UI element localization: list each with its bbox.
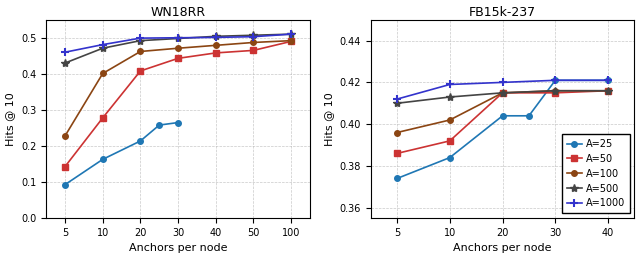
Line: A=25: A=25 [394, 77, 611, 181]
A=500 [604, 89, 612, 92]
A=500 [61, 61, 69, 64]
A=500 [174, 37, 182, 40]
A=100 [61, 134, 69, 138]
Line: A=25: A=25 [62, 120, 181, 188]
Line: A=1000: A=1000 [393, 76, 612, 103]
A=100 [604, 89, 612, 92]
A=1000 [552, 79, 559, 82]
A=50 [499, 91, 506, 94]
Line: A=50: A=50 [394, 88, 611, 156]
A=25 [499, 114, 506, 117]
A=50 [174, 57, 182, 60]
Title: FB15k-237: FB15k-237 [469, 5, 536, 19]
A=500 [212, 35, 220, 38]
A=100 [212, 44, 220, 47]
A=50 [446, 139, 454, 142]
Line: A=100: A=100 [394, 88, 611, 135]
A=1000 [61, 51, 69, 54]
Line: A=500: A=500 [393, 87, 612, 107]
A=500 [499, 91, 506, 94]
A=50 [136, 69, 144, 73]
A=1000 [136, 37, 144, 40]
A=25 [174, 121, 182, 124]
A=50 [212, 51, 220, 54]
Legend: A=25, A=50, A=100, A=500, A=1000: A=25, A=50, A=100, A=500, A=1000 [562, 134, 630, 213]
A=50 [287, 40, 295, 43]
A=25 [446, 156, 454, 159]
Y-axis label: Hits @ 10: Hits @ 10 [324, 92, 334, 146]
Line: A=100: A=100 [62, 38, 294, 139]
A=500 [250, 34, 257, 37]
A=25 [552, 79, 559, 82]
A=100 [174, 47, 182, 50]
A=50 [250, 49, 257, 52]
A=100 [446, 118, 454, 121]
Title: WN18RR: WN18RR [150, 5, 205, 19]
A=25 [61, 183, 69, 186]
A=25 [604, 79, 612, 82]
A=1000 [99, 43, 107, 46]
A=500 [136, 39, 144, 42]
A=25 [525, 114, 532, 117]
A=50 [552, 91, 559, 94]
Y-axis label: Hits @ 10: Hits @ 10 [6, 92, 15, 146]
A=50 [604, 89, 612, 92]
A=100 [287, 39, 295, 42]
A=25 [393, 177, 401, 180]
A=25 [99, 158, 107, 161]
A=100 [552, 89, 559, 92]
A=500 [99, 47, 107, 50]
Line: A=50: A=50 [62, 39, 294, 169]
A=1000 [174, 36, 182, 39]
A=100 [393, 131, 401, 134]
A=50 [393, 152, 401, 155]
Line: A=1000: A=1000 [61, 30, 295, 56]
A=1000 [287, 33, 295, 36]
A=500 [552, 89, 559, 92]
A=50 [61, 165, 69, 168]
A=1000 [212, 36, 220, 39]
A=25 [136, 139, 144, 142]
A=100 [136, 50, 144, 53]
A=100 [250, 41, 257, 44]
A=1000 [393, 98, 401, 101]
X-axis label: Anchors per node: Anchors per node [129, 243, 227, 254]
A=500 [393, 102, 401, 105]
A=1000 [250, 35, 257, 38]
A=500 [287, 33, 295, 36]
A=25 [156, 124, 163, 127]
Line: A=500: A=500 [61, 30, 295, 67]
A=1000 [604, 79, 612, 82]
A=500 [446, 96, 454, 99]
A=100 [99, 72, 107, 75]
A=1000 [499, 81, 506, 84]
A=50 [99, 116, 107, 119]
A=100 [499, 91, 506, 94]
A=1000 [446, 83, 454, 86]
X-axis label: Anchors per node: Anchors per node [453, 243, 552, 254]
